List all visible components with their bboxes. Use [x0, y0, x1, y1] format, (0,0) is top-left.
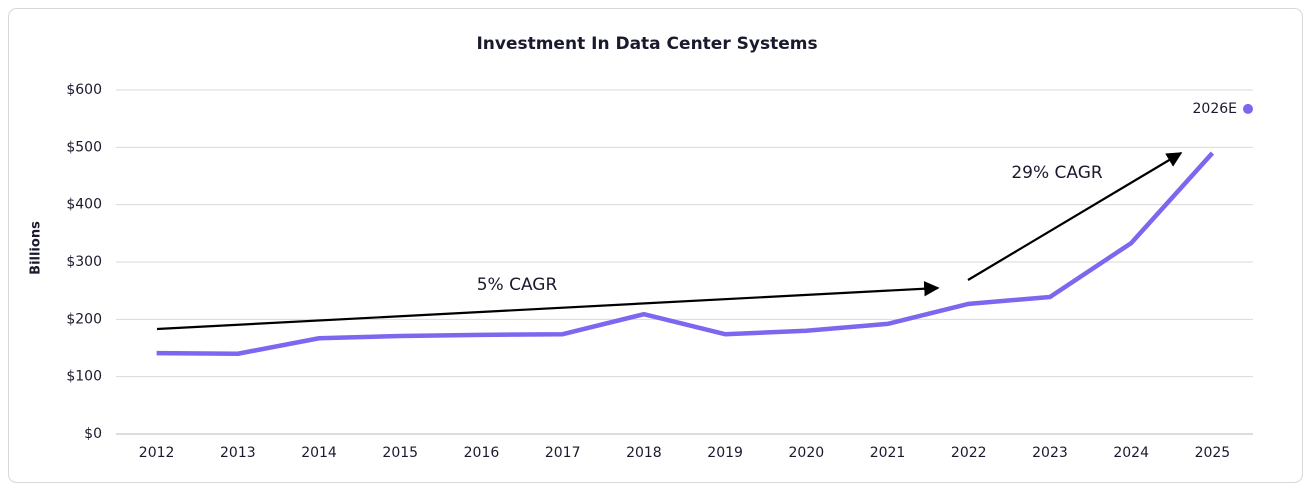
chart-title: Investment In Data Center Systems [476, 34, 817, 54]
arrow [156, 281, 940, 331]
x-tick-label: 2024 [1113, 445, 1149, 461]
x-tick-label: 2025 [1195, 445, 1231, 461]
y-tick-label: $400 [66, 197, 102, 213]
x-tick-label: 2023 [1032, 445, 1068, 461]
annotation: 29% CAGR [1011, 163, 1103, 183]
y-tick-label: $500 [66, 139, 102, 155]
y-tick-label: $0 [84, 426, 102, 442]
x-tick-label: 2019 [707, 445, 743, 461]
x-tick-label: 2015 [382, 445, 418, 461]
annotation: 5% CAGR [477, 275, 558, 295]
x-tick-label: 2017 [545, 445, 581, 461]
x-tick-label: 2016 [464, 445, 500, 461]
estimate-point [1243, 103, 1253, 114]
y-axis-label: Billions [29, 221, 44, 275]
estimate-label: 2026E [1193, 101, 1237, 117]
x-tick-label: 2018 [626, 445, 662, 461]
x-tick-label: 2022 [951, 445, 987, 461]
y-tick-label: $100 [66, 369, 102, 385]
y-tick-label: $200 [66, 311, 102, 327]
arrow [967, 152, 1183, 281]
x-tick-label: 2020 [789, 445, 825, 461]
x-tick-label: 2021 [870, 445, 906, 461]
data-line [156, 151, 1215, 356]
card [8, 8, 1303, 483]
x-tick-label: 2013 [220, 445, 256, 461]
y-tick-label: $600 [66, 82, 102, 98]
x-tick-label: 2012 [139, 445, 175, 461]
x-tick-label: 2014 [301, 445, 337, 461]
y-tick-label: $300 [66, 254, 102, 270]
